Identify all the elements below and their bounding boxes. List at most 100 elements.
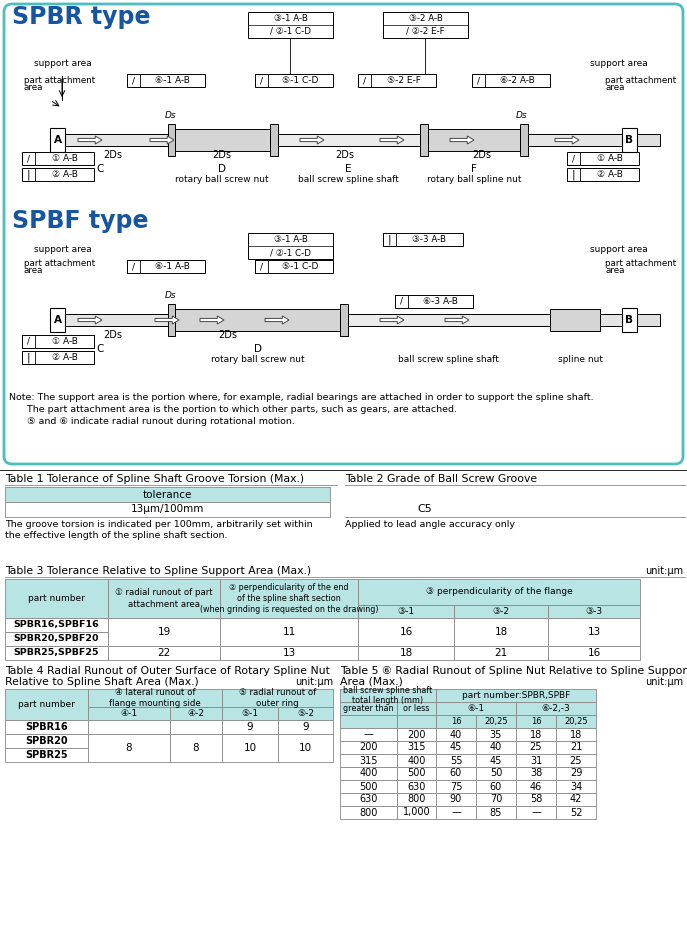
Text: 2Ds: 2Ds [473, 150, 491, 160]
Text: 10: 10 [299, 743, 312, 753]
Text: ② A-B: ② A-B [52, 353, 78, 362]
Bar [476, 754, 516, 767]
Text: area: area [605, 266, 624, 275]
Bar [556, 754, 596, 767]
Text: support area: support area [34, 245, 92, 254]
Text: unit:μm: unit:μm [645, 677, 683, 687]
Bar [5, 618, 108, 632]
Text: 9: 9 [302, 722, 309, 732]
Text: ② A-B: ② A-B [596, 170, 622, 179]
Bar [476, 780, 516, 793]
Bar [476, 728, 516, 741]
Bar [397, 728, 436, 741]
Text: 500: 500 [407, 769, 426, 778]
Text: Table 1 Tolerance of Spline Shaft Groove Torsion (Max.): Table 1 Tolerance of Spline Shaft Groove… [5, 474, 304, 484]
Text: ⑤ radial runout of
outer ring: ⑤ radial runout of outer ring [239, 688, 316, 708]
Bar [340, 702, 397, 715]
Text: part attachment: part attachment [605, 76, 676, 85]
Text: 22: 22 [157, 648, 170, 658]
Text: 58: 58 [530, 794, 542, 804]
Text: 20,25: 20,25 [564, 717, 588, 726]
Text: 21: 21 [570, 743, 582, 752]
Text: ② perpendicularity of the end
of the spline shaft section
(when grinding is requ: ② perpendicularity of the end of the spl… [200, 582, 379, 614]
Text: |: | [27, 170, 30, 180]
Bar [395, 295, 473, 308]
Text: /: / [477, 76, 480, 85]
Bar [436, 702, 516, 715]
Polygon shape [380, 136, 404, 144]
Bar [397, 702, 436, 715]
Text: unit:μm: unit:μm [645, 566, 683, 576]
Bar [108, 646, 220, 660]
Text: ⑤-1: ⑤-1 [241, 709, 258, 718]
Bar [358, 618, 454, 646]
Bar [170, 720, 222, 734]
Bar [436, 806, 476, 819]
Text: A: A [54, 135, 62, 145]
Text: 16: 16 [530, 717, 541, 726]
Bar [383, 233, 463, 246]
Text: part number: part number [18, 700, 75, 709]
Bar [340, 715, 397, 728]
Text: support area: support area [590, 245, 648, 254]
Bar [548, 646, 640, 660]
Text: ③-1 A-B: ③-1 A-B [273, 14, 308, 23]
Bar [436, 754, 476, 767]
Bar [50, 134, 660, 146]
Text: part number: part number [28, 594, 85, 603]
Text: greater than: greater than [344, 704, 394, 713]
Text: ⑥-1: ⑥-1 [467, 704, 484, 713]
Bar [5, 646, 108, 660]
Bar [5, 689, 88, 720]
Text: 1,000: 1,000 [403, 807, 430, 817]
Bar [358, 646, 454, 660]
Text: ⑥-3 A-B: ⑥-3 A-B [423, 297, 458, 306]
Bar [556, 715, 596, 728]
Text: 31: 31 [530, 756, 542, 765]
Bar [476, 741, 516, 754]
Bar [436, 715, 476, 728]
Bar [170, 734, 222, 762]
Bar [516, 754, 556, 767]
Text: /: / [27, 154, 30, 163]
Text: 13μm/100mm: 13μm/100mm [131, 504, 204, 514]
Text: Area (Max.): Area (Max.) [340, 677, 403, 687]
Text: support area: support area [590, 59, 648, 68]
Text: 50: 50 [490, 769, 502, 778]
Bar [454, 646, 548, 660]
Text: 400: 400 [359, 769, 378, 778]
Text: tolerance: tolerance [143, 489, 192, 500]
Text: ⑥-1 A-B: ⑥-1 A-B [155, 76, 190, 85]
Text: ① A-B: ① A-B [52, 154, 78, 163]
Text: 20,25: 20,25 [484, 717, 508, 726]
Bar [170, 707, 222, 720]
Text: rotary ball spline nut: rotary ball spline nut [427, 175, 521, 184]
Text: ⑤-2: ⑤-2 [297, 709, 314, 718]
Text: Table 3 Tolerance Relative to Spline Support Area (Max.): Table 3 Tolerance Relative to Spline Sup… [5, 566, 311, 576]
Bar [168, 124, 175, 156]
Text: 40: 40 [490, 743, 502, 752]
Text: 25: 25 [570, 756, 583, 765]
Text: Applied to lead angle accuracy only: Applied to lead angle accuracy only [345, 520, 515, 529]
Text: 13: 13 [587, 627, 600, 637]
Bar [436, 728, 476, 741]
Text: Ds: Ds [516, 111, 528, 120]
Bar [567, 168, 639, 181]
Text: ① A-B: ① A-B [596, 154, 622, 163]
Text: ① A-B: ① A-B [52, 337, 78, 346]
Text: 40: 40 [450, 730, 462, 739]
Bar [397, 754, 436, 767]
Bar [340, 741, 397, 754]
Polygon shape [150, 136, 174, 144]
Text: 25: 25 [530, 743, 542, 752]
Text: |: | [572, 170, 575, 180]
Bar [22, 152, 94, 165]
Text: 60: 60 [490, 782, 502, 791]
Text: 52: 52 [570, 807, 583, 817]
Text: 34: 34 [570, 782, 582, 791]
Text: Note: The support area is the portion where, for example, radial bearings are at: Note: The support area is the portion wh… [9, 393, 594, 402]
Text: 90: 90 [450, 794, 462, 804]
Bar [108, 579, 220, 618]
Text: / ②-2 E-F: / ②-2 E-F [406, 27, 444, 36]
Bar [340, 304, 348, 336]
